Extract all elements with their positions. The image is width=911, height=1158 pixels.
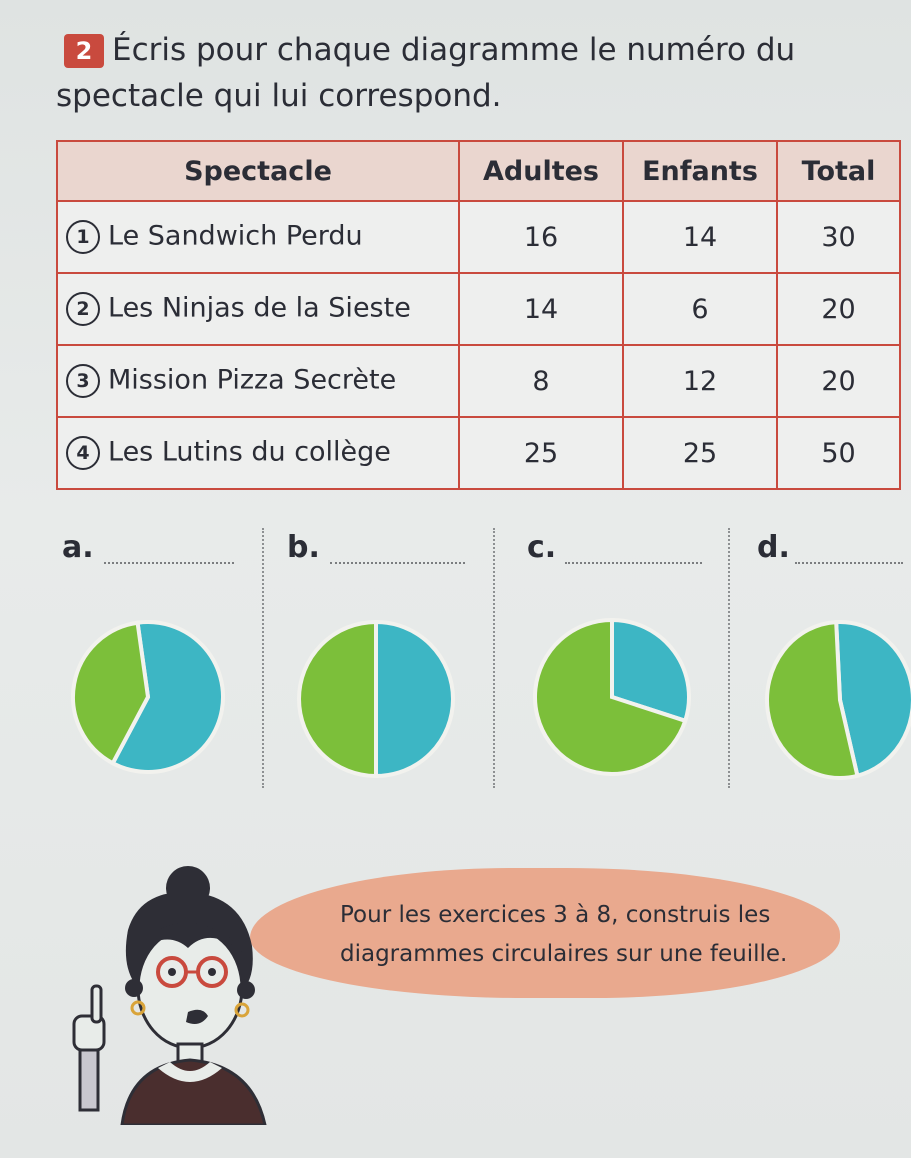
header-enfants: Enfants: [622, 140, 778, 202]
pie-chart-b: [297, 620, 455, 778]
enfants-cell: 6: [622, 272, 778, 346]
chart-label-a: a.: [62, 530, 94, 565]
table-row: 1 Le Sandwich Perdu 16 14 30: [56, 200, 901, 274]
header-total: Total: [776, 140, 901, 202]
answer-line-b[interactable]: [330, 562, 465, 564]
column-divider: [262, 528, 264, 788]
spectacle-name: Les Lutins du collège: [108, 436, 391, 468]
pie-chart-a: [71, 620, 225, 774]
circled-number: 3: [66, 364, 100, 398]
circled-number: 4: [66, 436, 100, 470]
row-name-cell: 1 Le Sandwich Perdu: [56, 200, 460, 274]
table-header-row: Spectacle Adultes Enfants Total: [56, 140, 901, 202]
instruction-line-2: spectacle qui lui correspond.: [56, 78, 502, 114]
answer-line-a[interactable]: [104, 562, 234, 564]
row-name-cell: 4 Les Lutins du collège: [56, 416, 460, 490]
chart-label-c: c.: [527, 530, 557, 565]
enfants-cell: 25: [622, 416, 778, 490]
table-row: 2 Les Ninjas de la Sieste 14 6 20: [56, 272, 901, 346]
speech-bubble-text: Pour les exercices 3 à 8, construis les …: [340, 896, 810, 974]
pie-slice: [834, 620, 911, 779]
bubble-line-1: Pour les exercices 3 à 8, construis les: [340, 902, 771, 928]
enfants-cell: 12: [622, 344, 778, 418]
header-adultes: Adultes: [458, 140, 624, 202]
data-table: Spectacle Adultes Enfants Total 1 Le Sand…: [56, 140, 901, 490]
adultes-cell: 14: [458, 272, 624, 346]
circled-number: 2: [66, 292, 100, 326]
pie-slice: [297, 620, 378, 778]
bubble-line-2: diagrammes circulaires sur une feuille.: [340, 941, 788, 967]
pie-slice: [610, 618, 691, 724]
girl-character-illustration: [72, 866, 267, 1125]
total-cell: 30: [776, 200, 901, 274]
adultes-cell: 8: [458, 344, 624, 418]
total-cell: 20: [776, 272, 901, 346]
table-row: 3 Mission Pizza Secrète 8 12 20: [56, 344, 901, 418]
spectacle-name: Mission Pizza Secrète: [108, 364, 397, 396]
answer-line-d[interactable]: [795, 562, 903, 564]
total-cell: 50: [776, 416, 901, 490]
row-name-cell: 3 Mission Pizza Secrète: [56, 344, 460, 418]
answer-line-c[interactable]: [565, 562, 702, 564]
adultes-cell: 16: [458, 200, 624, 274]
exercise-number-badge: 2: [64, 34, 104, 68]
pie-chart-d: [765, 620, 911, 780]
table-row: 4 Les Lutins du collège 25 25 50: [56, 416, 901, 490]
column-divider: [493, 528, 495, 788]
total-cell: 20: [776, 344, 901, 418]
adultes-cell: 25: [458, 416, 624, 490]
pie-chart-c: [533, 618, 691, 776]
spectacle-name: Les Ninjas de la Sieste: [108, 292, 411, 324]
instruction-line-1: Écris pour chaque diagramme le numéro du: [112, 32, 796, 68]
column-divider: [728, 528, 730, 788]
circled-number: 1: [66, 220, 100, 254]
row-name-cell: 2 Les Ninjas de la Sieste: [56, 272, 460, 346]
spectacle-name: Le Sandwich Perdu: [108, 220, 363, 252]
pie-slice: [765, 620, 860, 780]
pie-slice: [533, 618, 688, 776]
chart-label-b: b.: [287, 530, 320, 565]
pie-slice: [374, 620, 455, 778]
pie-slice: [71, 620, 151, 766]
pie-slice: [110, 620, 225, 774]
speech-bubble: [250, 868, 840, 998]
chart-label-d: d.: [757, 530, 790, 565]
header-spectacle: Spectacle: [56, 140, 460, 202]
enfants-cell: 14: [622, 200, 778, 274]
